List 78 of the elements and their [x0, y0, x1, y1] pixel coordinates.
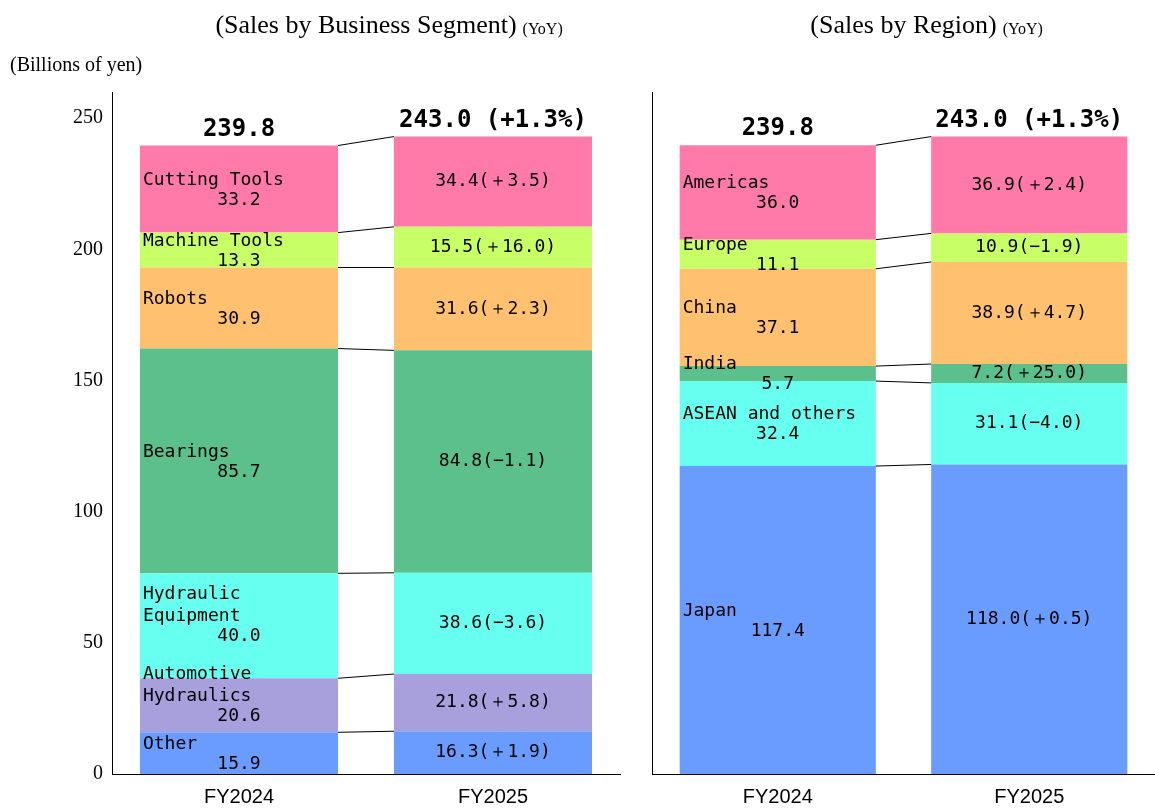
- series-label: Japan: [682, 598, 737, 620]
- bar: [139, 267, 339, 349]
- bar: [139, 348, 339, 574]
- data-label: 36.0: [756, 191, 800, 213]
- bar: [393, 267, 593, 351]
- y-tick-label: 0: [93, 761, 103, 784]
- data-label: 16.3(＋1.9): [435, 740, 551, 762]
- data-label: 36.9(＋2.4): [971, 172, 1088, 194]
- data-label: 5.7: [761, 372, 795, 394]
- bar: [139, 145, 339, 233]
- bar: [393, 136, 593, 227]
- bar: [931, 382, 1128, 465]
- bar: [679, 268, 876, 367]
- y-tick-label: 200: [73, 236, 103, 259]
- data-label: 30.9: [217, 306, 261, 328]
- total-label: 243.0 (+1.3%): [935, 104, 1124, 133]
- bar: [931, 233, 1128, 262]
- series-label: Robots: [142, 286, 208, 308]
- series-label: Cutting Tools: [142, 167, 284, 189]
- total-label: 239.8: [741, 113, 814, 142]
- x-tick-label: FY2024: [203, 784, 275, 807]
- data-label: 118.0(＋0.5): [966, 606, 1093, 628]
- series-label: Americas: [682, 171, 770, 193]
- bar: [931, 136, 1128, 234]
- chart-title: (Sales by Region): [810, 9, 997, 39]
- series-label: China: [682, 296, 737, 318]
- text: (YoY): [1002, 20, 1043, 39]
- bar: [679, 466, 876, 774]
- data-label: 40.0: [217, 624, 261, 646]
- data-label: 33.2: [217, 187, 261, 209]
- bar: [931, 261, 1128, 365]
- data-label: 10.9(−1.9): [975, 235, 1084, 257]
- series-label: Other: [142, 731, 198, 753]
- bar: [393, 572, 593, 675]
- data-label: 117.4: [750, 618, 805, 640]
- series-label: Machine Tools: [142, 228, 284, 250]
- bar: [139, 573, 339, 679]
- bar: [393, 674, 593, 732]
- x-tick-label: FY2025: [457, 784, 529, 807]
- data-label: 85.7: [217, 459, 261, 481]
- chart-title: (Sales by Business Segment): [215, 9, 517, 39]
- y-tick-label: 250: [73, 105, 103, 128]
- text: (YoY): [522, 20, 563, 39]
- bar: [931, 464, 1128, 774]
- data-label: 15.9: [217, 751, 261, 773]
- bar: [139, 732, 339, 774]
- data-label: 31.1(−4.0): [975, 411, 1084, 433]
- data-label: 31.6(＋2.3): [435, 296, 551, 318]
- data-label: 15.5(＋16.0): [429, 234, 557, 256]
- bar: [679, 239, 876, 269]
- series-label: Hydraulic Equipment: [142, 582, 241, 626]
- y-axis-title: (Billions of yen): [10, 53, 143, 77]
- data-label: 21.8(＋5.8): [435, 690, 551, 712]
- x-tick-label: FY2025: [994, 784, 1065, 807]
- y-tick-label: 50: [83, 630, 103, 653]
- data-label: 38.9(＋4.7): [971, 300, 1088, 322]
- total-label: 239.8: [202, 113, 276, 142]
- series-label: Bearings: [142, 439, 230, 461]
- y-tick-label: 150: [73, 367, 103, 390]
- bar: [393, 731, 593, 774]
- y-tick-label: 100: [73, 498, 103, 521]
- bar: [393, 226, 593, 268]
- data-label: 34.4(＋3.5): [435, 169, 551, 191]
- data-label: 11.1: [756, 252, 800, 274]
- bar: [393, 350, 593, 573]
- series-label: Europe: [682, 232, 748, 254]
- data-label: 7.2(＋25.0): [971, 361, 1088, 383]
- x-tick-label: FY2024: [742, 784, 813, 807]
- data-label: 32.4: [756, 422, 800, 444]
- series-label: Automotive Hydraulics: [142, 661, 252, 705]
- data-label: 20.6: [217, 703, 261, 725]
- data-label: 84.8(−1.1): [438, 449, 548, 471]
- bar: [139, 678, 339, 733]
- data-label: 37.1: [756, 316, 800, 338]
- total-label: 243.0 (+1.3%): [399, 104, 587, 133]
- series-label: ASEAN and others: [682, 402, 857, 424]
- data-label: 13.3: [217, 248, 261, 270]
- data-label: 38.6(−3.6): [438, 611, 548, 633]
